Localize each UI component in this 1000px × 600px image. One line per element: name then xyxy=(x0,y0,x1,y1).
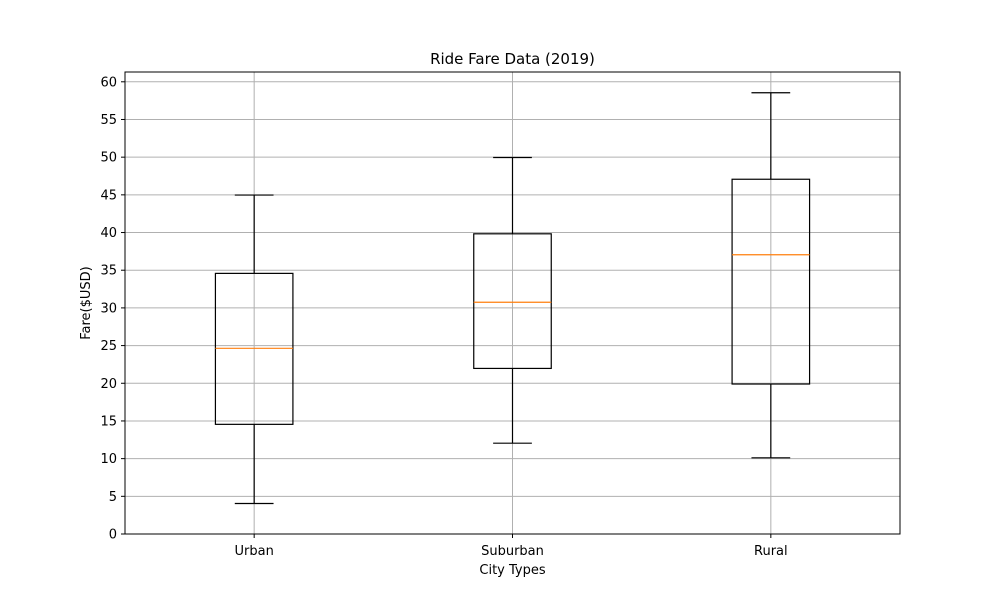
box-layer xyxy=(214,92,811,505)
y-tick-label: 30 xyxy=(100,301,117,316)
y-tick-label: 5 xyxy=(109,490,117,505)
chart-title: Ride Fare Data (2019) xyxy=(430,50,595,68)
y-tick-label: 25 xyxy=(100,339,117,354)
x-tick-label: Urban xyxy=(235,544,274,559)
interquartile-box xyxy=(473,233,552,370)
interquartile-box xyxy=(731,178,811,385)
y-tick-label: 0 xyxy=(109,528,117,543)
tick-layer: 0 5 10 15 20 25 30 35 40 45 50 55 60 Urban Suburban Rur… xyxy=(100,75,787,559)
y-tick-label: 10 xyxy=(100,452,117,467)
y-tick-label: 40 xyxy=(100,226,117,241)
box-suburban xyxy=(473,156,552,444)
x-tick-label: Rural xyxy=(754,544,788,559)
y-tick-label: 35 xyxy=(100,264,117,279)
y-tick-label: 45 xyxy=(100,188,117,203)
x-tick-label: Suburban xyxy=(481,544,544,559)
box-rural xyxy=(731,92,811,459)
box-urban xyxy=(214,194,294,505)
y-tick-label: 20 xyxy=(100,377,117,392)
y-tick-label: 50 xyxy=(100,151,117,166)
x-axis-title: City Types xyxy=(479,563,545,578)
y-tick-label: 15 xyxy=(100,414,117,429)
y-tick-label: 60 xyxy=(100,75,117,90)
y-tick-label: 55 xyxy=(100,113,117,128)
y-axis-title: Fare($USD) xyxy=(79,266,94,340)
